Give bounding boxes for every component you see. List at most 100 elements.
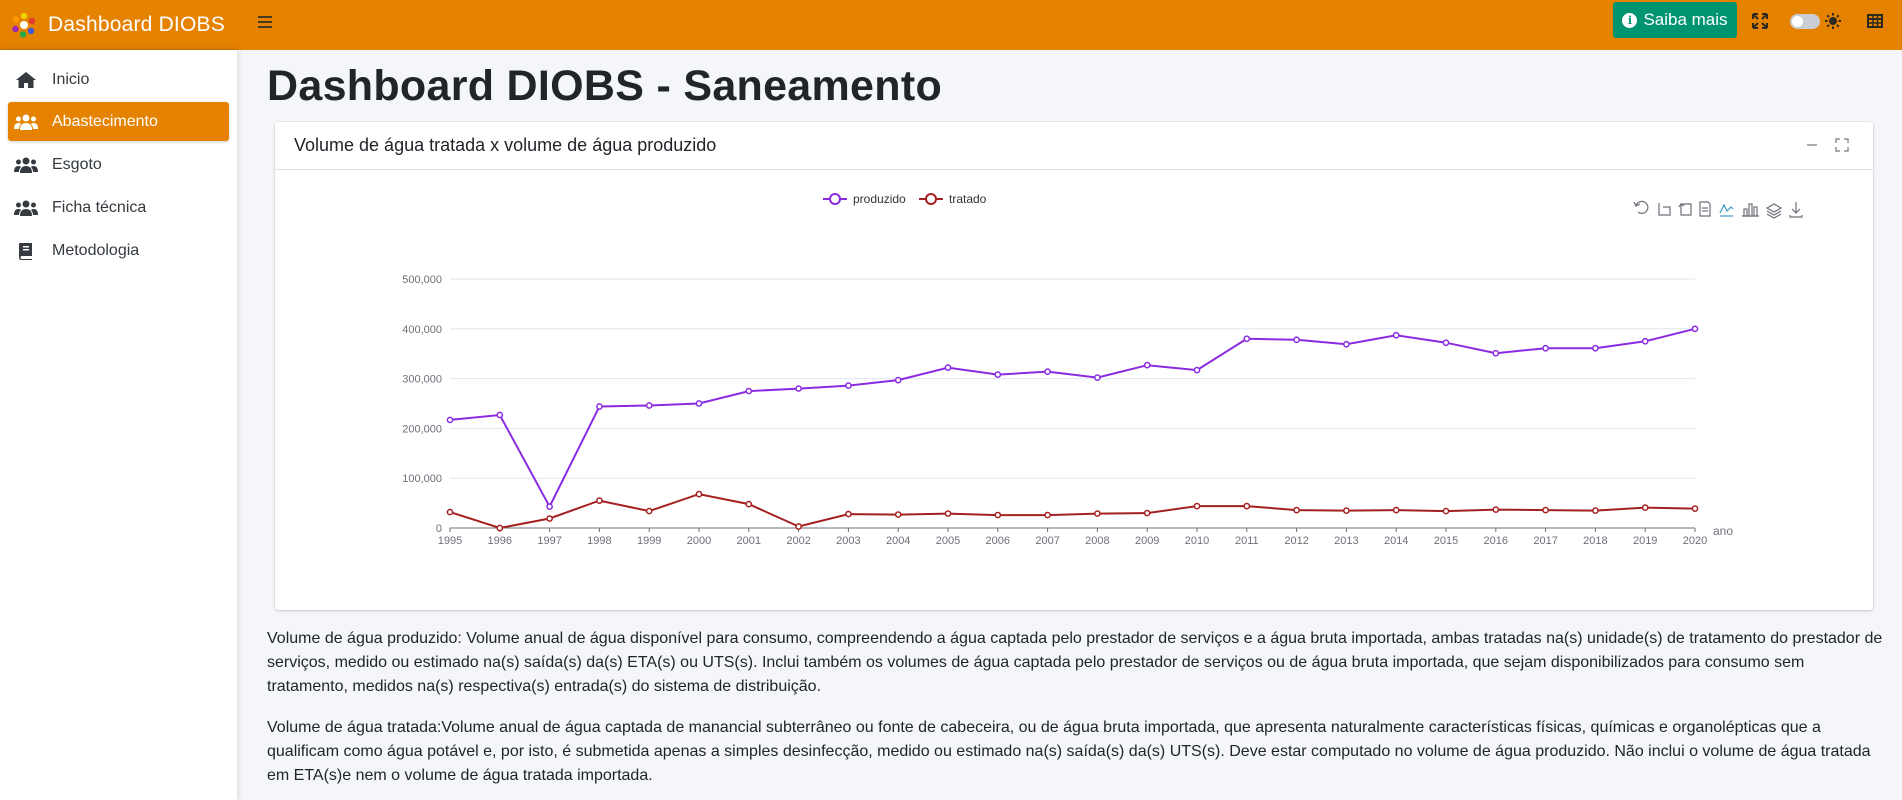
chart-grid [450,278,1695,529]
data-point-produzido[interactable] [1094,374,1101,381]
data-point-produzido[interactable] [1641,337,1649,345]
table-icon[interactable] [1866,12,1884,30]
data-point-produzido[interactable] [596,403,603,410]
sidebar-item-esgoto[interactable]: Esgoto [8,145,229,184]
description-tratada: Volume de água tratada:Volume anual de á… [267,719,1871,784]
saiba-mais-button[interactable]: i Saiba mais [1613,2,1737,38]
x-axis-label: ano [1713,524,1733,538]
x-tick-label: 2005 [936,535,960,547]
x-tick-label: 1995 [438,535,462,547]
zoom-reset-icon[interactable] [1678,203,1692,216]
data-point-tratado[interactable] [695,490,703,498]
data-point-produzido[interactable] [446,416,454,424]
data-point-tratado[interactable] [1542,506,1549,514]
refresh-icon[interactable] [1633,200,1649,214]
data-point-tratado[interactable] [1592,507,1599,514]
data-point-produzido[interactable] [1492,349,1500,357]
data-point-tratado[interactable] [1392,506,1400,514]
expand-icon[interactable] [1751,12,1769,30]
users-icon [14,112,38,132]
data-point-tratado[interactable] [944,510,952,517]
data-point-produzido[interactable] [1243,335,1251,343]
data-point-produzido[interactable] [546,503,553,510]
data-point-produzido[interactable] [1592,344,1599,352]
sun-icon[interactable] [1824,12,1842,30]
menu-toggle-icon[interactable] [258,12,278,32]
page-title: Dashboard DIOBS - Saneamento [267,62,943,110]
data-view-icon[interactable] [1699,201,1711,217]
x-tick-label: 2009 [1135,535,1159,547]
book-icon [14,241,38,261]
x-tick-label: 2000 [687,535,711,547]
data-point-produzido[interactable] [795,385,802,392]
data-point-tratado[interactable] [1641,504,1649,511]
legend-item-tratado[interactable]: tratado [919,192,987,206]
download-icon[interactable] [1789,202,1803,218]
data-point-tratado[interactable] [1044,511,1051,519]
sidebar-item-ficha-tecnica[interactable]: Ficha técnica [8,188,229,227]
stack-icon[interactable] [1765,203,1783,219]
x-tick-label: 2018 [1583,535,1607,547]
sidebar-item-inicio[interactable]: Inicio [8,60,229,99]
data-point-tratado[interactable] [1143,509,1151,517]
data-point-tratado[interactable] [1243,502,1251,510]
data-point-tratado[interactable] [1691,505,1699,512]
data-point-tratado[interactable] [645,507,653,515]
zoom-icon[interactable] [1658,203,1671,216]
data-point-produzido[interactable] [1542,344,1549,352]
data-point-tratado[interactable] [1442,507,1450,515]
line-type-icon[interactable] [1719,203,1734,217]
x-tick-label: 1996 [488,535,512,547]
data-point-tratado[interactable] [1193,502,1201,510]
data-point-tratado[interactable] [446,508,454,516]
saiba-mais-label: Saiba mais [1643,10,1728,29]
data-point-tratado[interactable] [745,500,753,508]
data-point-tratado[interactable] [795,523,802,530]
y-tick-label: 0 [436,523,442,535]
data-point-produzido[interactable] [1343,340,1350,348]
data-point-tratado[interactable] [994,511,1002,519]
bar-type-icon[interactable] [1742,203,1759,217]
data-point-produzido[interactable] [695,400,703,407]
data-point-tratado[interactable] [596,497,603,504]
y-tick-label: 500,000 [402,274,442,286]
data-point-produzido[interactable] [745,387,753,395]
x-tick-label: 2013 [1334,535,1358,547]
data-point-produzido[interactable] [994,371,1002,378]
data-point-produzido[interactable] [1442,339,1450,347]
sidebar-item-label: Esgoto [52,155,102,173]
data-point-produzido[interactable] [944,364,952,371]
data-point-tratado[interactable] [894,511,902,518]
data-point-tratado[interactable] [1343,507,1350,514]
data-point-tratado[interactable] [546,515,553,522]
data-point-produzido[interactable] [1691,325,1699,333]
legend-item-produzido[interactable]: produzido [823,192,906,206]
data-point-tratado[interactable] [1094,510,1101,517]
data-point-tratado[interactable] [496,524,504,532]
data-point-produzido[interactable] [1044,368,1051,375]
brand[interactable]: Dashboard DIOBS [0,0,237,50]
data-point-produzido[interactable] [645,402,653,409]
info-icon: i [1622,12,1638,28]
chart-series [446,325,1699,532]
data-point-produzido[interactable] [1143,361,1151,369]
data-point-tratado[interactable] [1293,506,1300,514]
data-point-produzido[interactable] [496,411,504,419]
minimize-icon[interactable] [1803,136,1821,154]
maximize-icon[interactable] [1833,136,1851,154]
data-point-produzido[interactable] [1293,336,1300,344]
data-point-tratado[interactable] [1492,506,1500,513]
data-point-produzido[interactable] [894,376,902,384]
card-header: Volume de água tratada x volume de água … [275,122,1873,170]
users-icon [14,155,38,175]
data-point-produzido[interactable] [845,382,852,389]
data-point-produzido[interactable] [1193,366,1201,374]
sidebar-item-metodologia[interactable]: Metodologia [8,231,229,270]
theme-toggle[interactable] [1790,14,1820,29]
users-icon [14,198,38,218]
sidebar-item-abastecimento[interactable]: Abastecimento [8,102,229,141]
data-point-produzido[interactable] [1392,331,1400,339]
data-point-tratado[interactable] [845,510,852,518]
x-tick-label: 2016 [1484,535,1508,547]
x-tick-label: 2010 [1185,535,1209,547]
